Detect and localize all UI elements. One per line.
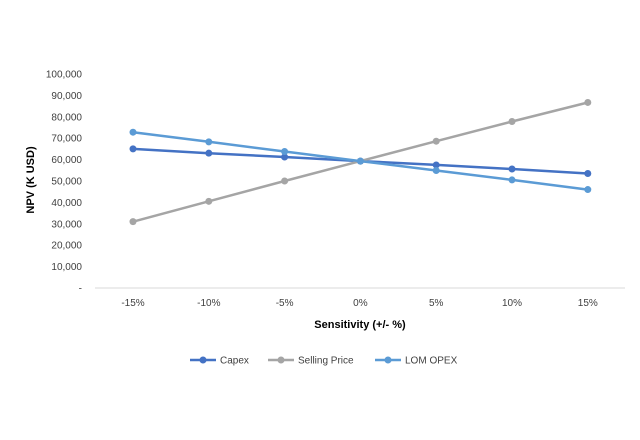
data-point-lom-opex [281,147,289,155]
y-tick-label: 100,000 [46,70,83,81]
x-tick-labels: -15% -10% -5% 0% 5% 10% 15% [121,298,598,309]
x-tick-label: -15% [121,298,144,309]
series-group [129,98,592,226]
data-point-selling-price [508,118,516,126]
x-tick-label: 5% [429,298,444,309]
data-point-capex [508,165,516,173]
data-point-capex [584,170,592,178]
y-tick-label: 20,000 [51,241,82,252]
data-point-capex [281,153,289,161]
x-tick-label: -10% [197,298,220,309]
data-point-selling-price [281,177,289,185]
data-point-lom-opex [508,176,516,184]
data-point-lom-opex [356,157,364,165]
y-tick-label: 80,000 [51,112,82,123]
x-tick-label: 15% [578,298,598,309]
y-tick-label: 40,000 [51,198,82,209]
legend-marker-selling-price [277,356,285,364]
data-point-lom-opex [584,186,592,194]
y-axis-title: NPV (K USD) [25,146,37,214]
x-tick-label: 10% [502,298,522,309]
data-point-selling-price [584,98,592,106]
data-point-capex [205,149,213,157]
x-tick-label: -5% [276,298,294,309]
x-axis-title: Sensitivity (+/- %) [314,319,406,331]
y-tick-label: 70,000 [51,134,82,145]
legend-marker-lom-opex [384,356,392,364]
data-point-selling-price [432,137,440,145]
y-tick-label: 10,000 [51,262,82,273]
y-tick-label: 50,000 [51,177,82,188]
y-tick-labels: - 10,000 20,000 30,000 40,000 50,000 60,000 70,… [46,70,83,295]
data-point-selling-price [205,197,213,205]
data-point-capex [432,161,440,169]
legend-label-selling-price: Selling Price [298,356,354,367]
data-point-lom-opex [205,138,213,146]
data-point-capex [129,145,137,153]
y-tick-label: 30,000 [51,219,82,230]
data-point-selling-price [129,218,137,226]
y-tick-label: 90,000 [51,91,82,102]
data-point-lom-opex [129,128,137,136]
legend-label-lom-opex: LOM OPEX [405,356,458,367]
x-tick-label: 0% [353,298,368,309]
legend: Capex Selling Price LOM OPEX [190,356,458,367]
legend-label-capex: Capex [220,356,249,367]
y-tick-label: - [79,284,82,295]
data-point-lom-opex [432,167,440,175]
y-tick-label: 60,000 [51,155,82,166]
legend-marker-capex [199,356,207,364]
